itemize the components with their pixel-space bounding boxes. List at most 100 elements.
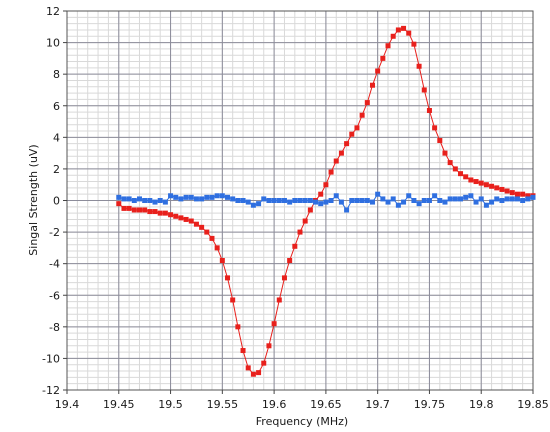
data-point — [426, 107, 432, 113]
data-point — [168, 193, 174, 199]
data-point — [359, 198, 365, 203]
data-point — [204, 229, 210, 235]
data-point — [489, 183, 495, 189]
data-point — [287, 199, 293, 205]
data-point — [390, 33, 396, 39]
data-point — [432, 125, 438, 131]
data-point — [214, 193, 220, 199]
y-tick-label: -4 — [49, 258, 60, 271]
x-tick-label: 19.45 — [103, 398, 135, 411]
data-point — [219, 193, 225, 199]
data-point — [421, 198, 427, 203]
data-point — [421, 87, 427, 93]
data-point — [266, 198, 272, 203]
data-point — [478, 196, 484, 202]
data-point — [369, 199, 375, 205]
data-point — [483, 202, 489, 208]
data-point — [188, 194, 194, 200]
series-1 — [116, 25, 536, 377]
data-point — [390, 196, 396, 202]
data-point — [256, 201, 262, 207]
data-point — [504, 188, 510, 194]
data-point — [514, 191, 520, 197]
data-point — [266, 343, 272, 349]
data-point — [297, 198, 303, 203]
data-point — [385, 43, 391, 49]
data-point — [250, 202, 256, 208]
data-point — [323, 182, 329, 188]
data-point — [302, 218, 308, 224]
data-point — [256, 370, 262, 376]
axes: 19.4 19.45 19.5 19.55 19.6 19.65 19.7 19.75 19.8… — [42, 5, 549, 411]
data-point — [416, 63, 422, 69]
data-point — [178, 196, 184, 202]
data-point — [349, 131, 355, 137]
data-point — [225, 194, 231, 200]
y-tick-label: 10 — [46, 37, 60, 50]
data-point — [359, 112, 365, 118]
data-point — [116, 194, 122, 200]
x-tick-label: 19.7 — [365, 398, 390, 411]
data-point — [520, 191, 526, 197]
y-tick-label: -12 — [42, 384, 60, 397]
data-point — [354, 125, 360, 131]
data-point — [157, 210, 163, 216]
series-group — [116, 25, 536, 377]
data-point — [364, 100, 370, 106]
x-tick-label: 19.8 — [469, 398, 494, 411]
data-point — [235, 324, 241, 330]
data-point — [349, 198, 355, 203]
data-point — [380, 196, 386, 202]
data-point — [147, 198, 153, 203]
data-point — [199, 224, 205, 230]
data-point — [204, 194, 210, 200]
y-tick-label: -10 — [42, 352, 60, 365]
data-point — [504, 196, 510, 202]
data-point — [142, 198, 148, 203]
x-tick-label: 19.85 — [517, 398, 549, 411]
x-tick-label: 19.6 — [262, 398, 287, 411]
data-point — [245, 365, 251, 371]
x-tick-label: 19.65 — [310, 398, 342, 411]
data-point — [142, 207, 148, 213]
data-point — [458, 196, 464, 202]
data-point — [447, 196, 453, 202]
data-point — [292, 243, 298, 249]
data-point — [318, 201, 324, 207]
data-point — [483, 182, 489, 188]
data-point — [442, 150, 448, 156]
data-point — [364, 198, 370, 203]
data-point — [297, 229, 303, 235]
data-point — [499, 186, 505, 192]
data-point — [302, 198, 308, 203]
data-point — [193, 221, 199, 227]
data-point — [162, 199, 168, 205]
data-point — [338, 150, 344, 156]
data-point — [411, 41, 417, 47]
series-2 — [116, 191, 536, 213]
data-point — [437, 198, 443, 203]
data-point — [276, 297, 282, 303]
data-point — [375, 191, 381, 197]
data-point — [489, 199, 495, 205]
data-point — [344, 207, 350, 213]
data-point — [318, 191, 324, 197]
data-point — [245, 199, 251, 205]
data-point — [225, 275, 231, 281]
data-point — [235, 198, 241, 203]
y-axis-label: Singal Strength (uV) — [27, 144, 40, 255]
data-point — [494, 185, 500, 191]
data-point — [281, 275, 287, 281]
data-point — [209, 235, 215, 241]
data-point — [307, 198, 313, 203]
data-point — [375, 68, 381, 74]
data-point — [116, 201, 122, 207]
data-point — [468, 193, 474, 199]
data-point — [240, 348, 246, 354]
data-point — [131, 207, 137, 213]
data-point — [525, 193, 531, 199]
data-point — [168, 212, 174, 218]
data-point — [230, 297, 236, 303]
